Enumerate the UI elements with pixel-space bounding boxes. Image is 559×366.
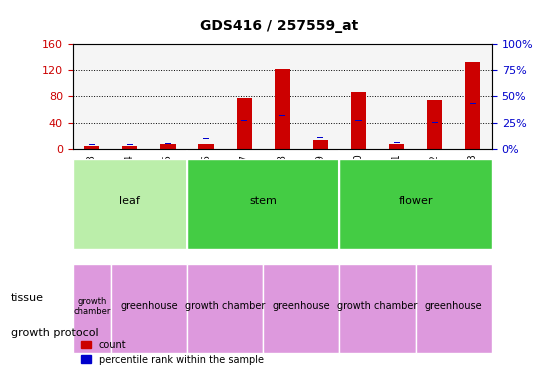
Bar: [427, 100, 442, 149]
Bar: [89, 144, 95, 145]
FancyBboxPatch shape: [73, 264, 111, 354]
Bar: [465, 62, 481, 149]
FancyBboxPatch shape: [263, 264, 339, 354]
Text: stem: stem: [249, 196, 277, 206]
Bar: [122, 146, 138, 149]
FancyBboxPatch shape: [187, 159, 339, 249]
Text: greenhouse: greenhouse: [425, 301, 482, 311]
Bar: [236, 98, 252, 149]
Bar: [394, 142, 400, 143]
Text: GDS416 / 257559_at: GDS416 / 257559_at: [200, 19, 359, 33]
Bar: [280, 115, 285, 116]
Text: flower: flower: [399, 196, 433, 206]
Text: leaf: leaf: [120, 196, 140, 206]
Bar: [160, 144, 176, 149]
Bar: [313, 140, 328, 149]
Bar: [198, 143, 214, 149]
FancyBboxPatch shape: [73, 159, 187, 249]
Bar: [470, 103, 476, 104]
Bar: [351, 93, 366, 149]
Text: growth protocol: growth protocol: [11, 328, 99, 338]
Bar: [318, 137, 324, 138]
Legend: count, percentile rank within the sample: count, percentile rank within the sample: [78, 336, 268, 366]
Text: tissue: tissue: [11, 293, 44, 303]
Text: growth
chamber: growth chamber: [73, 296, 111, 316]
FancyBboxPatch shape: [111, 264, 187, 354]
Bar: [165, 143, 171, 144]
FancyBboxPatch shape: [339, 159, 492, 249]
Bar: [203, 138, 209, 139]
FancyBboxPatch shape: [416, 264, 492, 354]
Bar: [432, 122, 438, 123]
Bar: [389, 143, 404, 149]
Bar: [356, 120, 362, 121]
Bar: [84, 146, 100, 149]
Bar: [274, 70, 290, 149]
FancyBboxPatch shape: [187, 264, 263, 354]
Text: growth chamber: growth chamber: [185, 301, 266, 311]
Text: greenhouse: greenhouse: [120, 301, 178, 311]
FancyBboxPatch shape: [339, 264, 416, 354]
Bar: [127, 144, 133, 145]
Bar: [241, 120, 247, 121]
Text: greenhouse: greenhouse: [273, 301, 330, 311]
Text: growth chamber: growth chamber: [338, 301, 418, 311]
